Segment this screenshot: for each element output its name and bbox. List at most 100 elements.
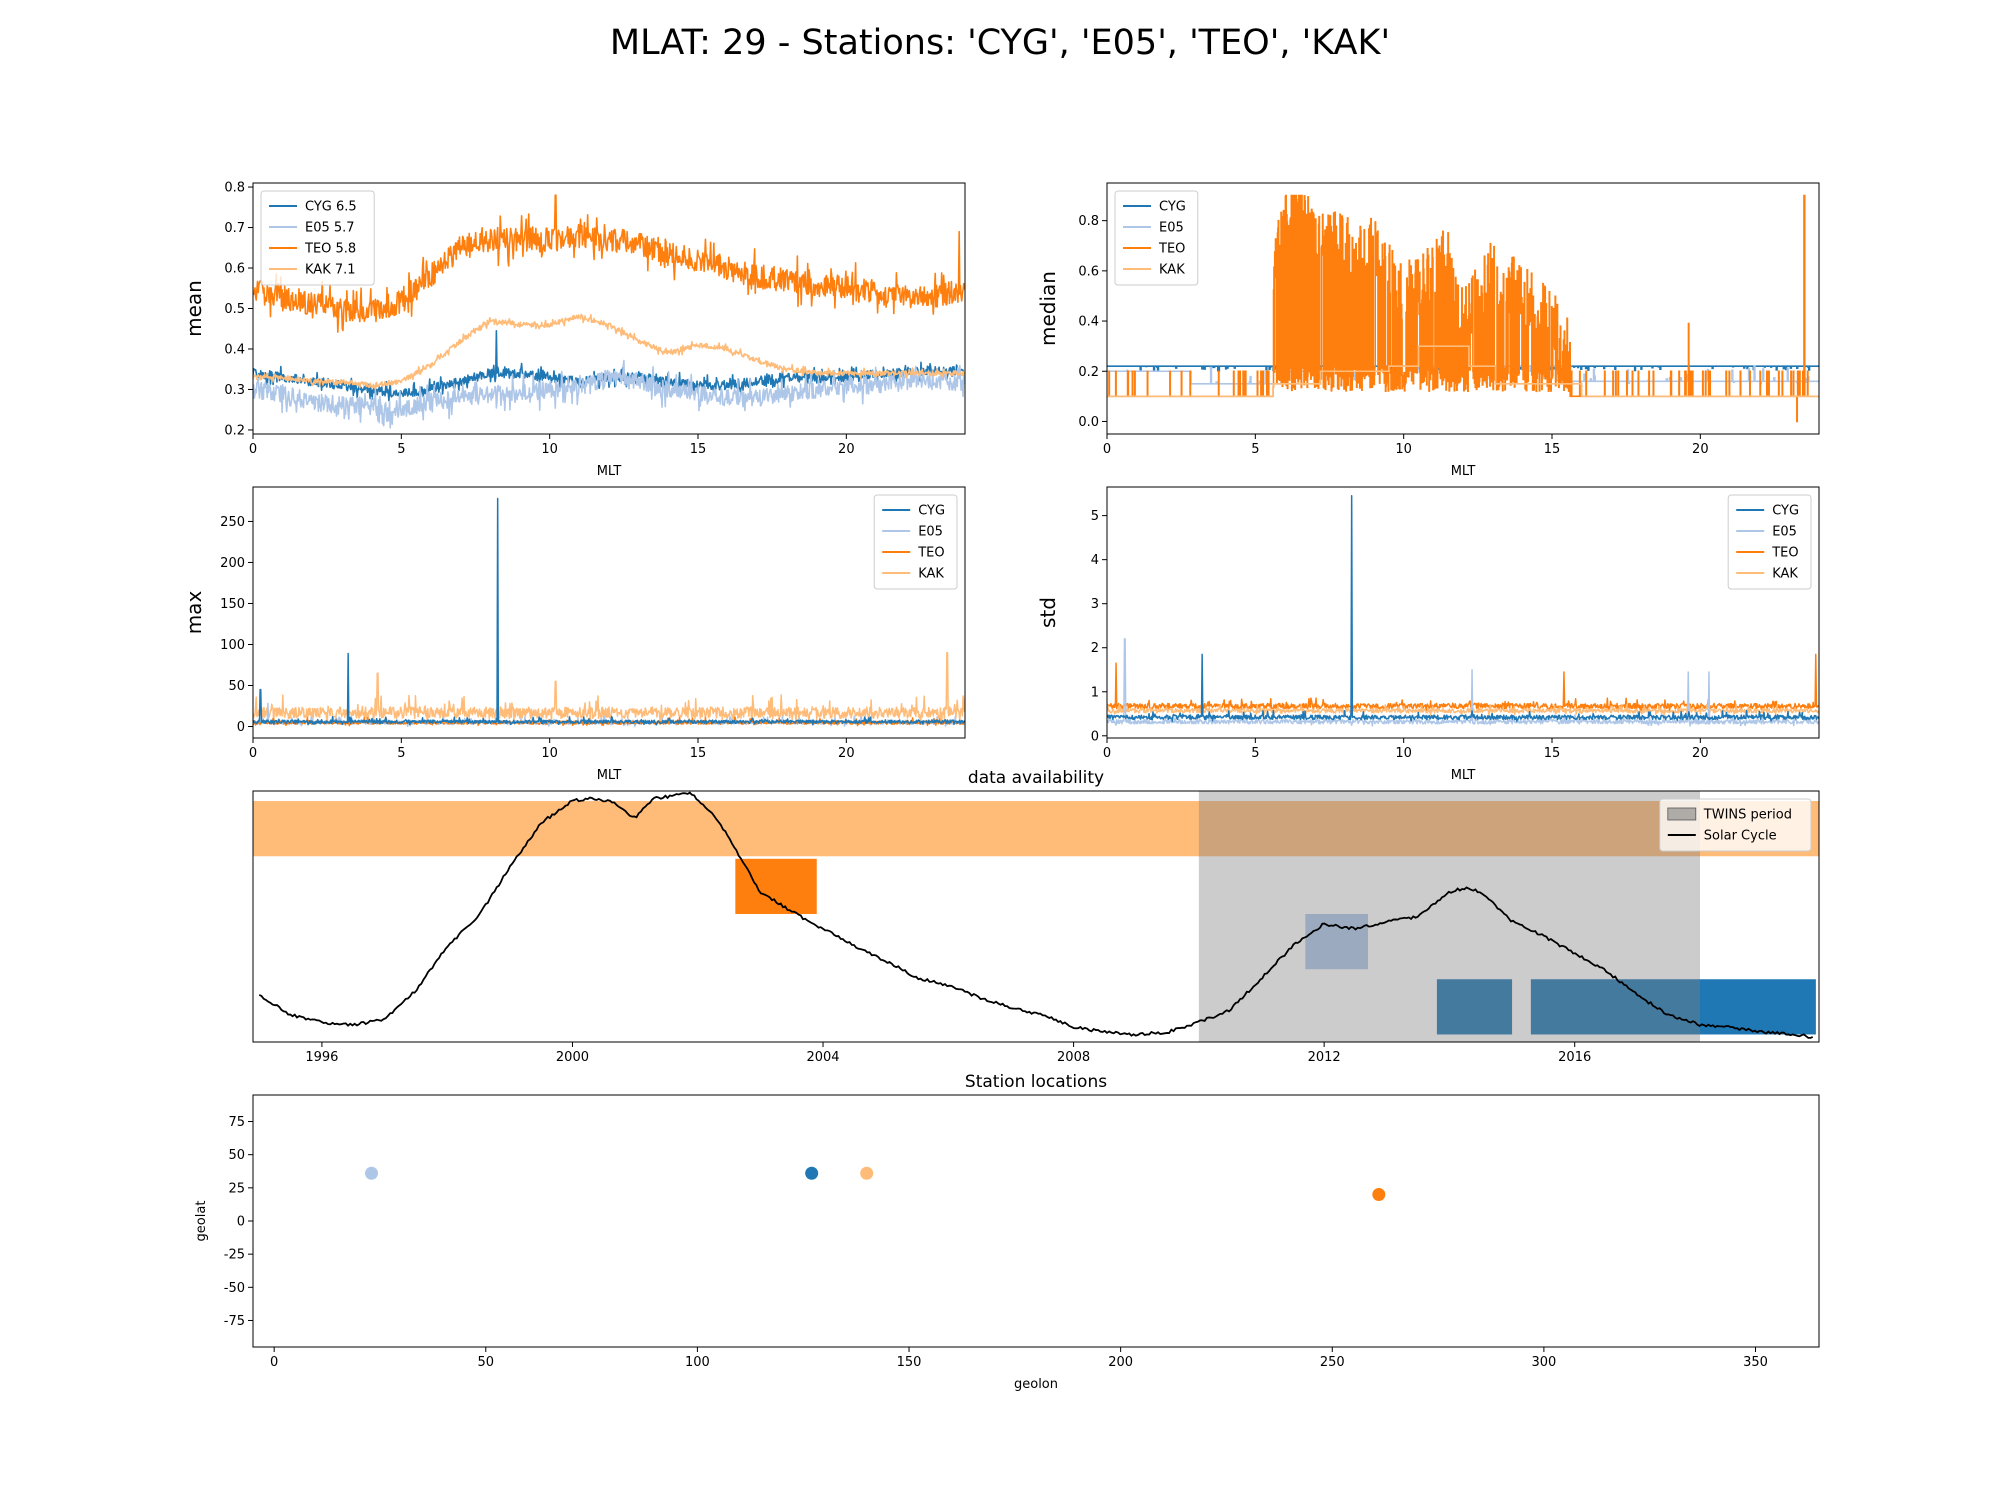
station-marker-E05 (365, 1166, 379, 1180)
plot-area-max (253, 497, 965, 728)
axes-frame (1106, 182, 1820, 435)
x-tick-label: 10 (541, 746, 558, 761)
x-axis-label: geolon (1014, 1377, 1058, 1392)
x-tick-label: 5 (1251, 746, 1259, 761)
x-tick-label: 0 (249, 442, 257, 457)
legend: CYG 6.5 E05 5.7 TEO 5.8 KAK 7.1 (260, 190, 375, 286)
availability-bar-CYG (1530, 979, 1816, 1035)
series-line-CYG (253, 497, 965, 726)
availability-bar-E05 (1305, 913, 1368, 970)
y-tick-label: 50 (228, 679, 245, 694)
x-tick-label: 10 (541, 442, 558, 457)
x-tick-label: 150 (897, 1355, 922, 1370)
x-tick-label: 20 (1692, 442, 1709, 457)
axes-frame (252, 182, 966, 435)
y-tick-label: 100 (220, 638, 245, 653)
x-tick-label: 15 (690, 746, 707, 761)
legend-label-TEO: TEO (917, 546, 944, 561)
legend-label-KAK: KAK 7.1 (305, 263, 356, 278)
twins-period-band (1198, 791, 1700, 1042)
legend-label-KAK: KAK (918, 567, 944, 582)
legend: CYG E05 TEO KAK (1114, 190, 1199, 286)
y-tick-label: 0.4 (224, 342, 245, 357)
x-tick-label: 300 (1531, 1355, 1556, 1370)
y-tick-label: 250 (220, 515, 245, 530)
legend-box (873, 494, 958, 590)
y-tick-label: 3 (1091, 597, 1099, 612)
y-tick-label: 1 (1091, 685, 1099, 700)
x-axis-label: MLT (1451, 464, 1476, 479)
legend-label-TEO: TEO (1158, 242, 1185, 257)
x-tick-label: 2016 (1558, 1050, 1591, 1065)
legend-label-CYG: CYG (1159, 200, 1186, 215)
figure-title: MLAT: 29 - Stations: 'CYG', 'E05', 'TEO'… (610, 23, 1390, 63)
series-line-CYG (253, 329, 965, 402)
y-tick-label: 0.2 (224, 423, 245, 438)
y-tick-label: 0.0 (1078, 415, 1099, 430)
plot-area-locations (365, 1166, 1386, 1201)
x-tick-label: 100 (685, 1355, 710, 1370)
x-tick-label: 10 (1395, 442, 1412, 457)
x-tick-label: 5 (397, 746, 405, 761)
legend-label-twins: TWINS period (1703, 808, 1792, 823)
legend-box (260, 190, 375, 286)
station-marker-KAK (860, 1166, 874, 1180)
axes-frame (1106, 486, 1820, 739)
y-tick-label: 0.7 (224, 221, 245, 236)
y-axis-label: std (1036, 597, 1060, 628)
legend-box (1114, 190, 1199, 286)
x-tick-label: 20 (838, 442, 855, 457)
legend-swatch-twins (1667, 807, 1697, 821)
y-tick-label: 4 (1091, 553, 1099, 568)
legend-label-E05: E05 (918, 525, 943, 540)
legend-label-solar: Solar Cycle (1704, 829, 1777, 844)
x-tick-label: 5 (1251, 442, 1259, 457)
legend-label-CYG: CYG 6.5 (305, 200, 357, 215)
station-marker-TEO (1372, 1187, 1386, 1201)
x-tick-label: 15 (1544, 442, 1561, 457)
x-tick-label: 20 (838, 746, 855, 761)
y-tick-label: 0 (237, 720, 245, 735)
panel-locations: 0 50 100 150 200 250 300 3507550250-25-50-75geo… (194, 1072, 1820, 1392)
x-tick-label: 5 (397, 442, 405, 457)
legend-label-CYG: CYG (918, 504, 945, 519)
y-tick-label: 0.8 (224, 181, 245, 196)
station-marker-CYG (805, 1166, 819, 1180)
x-tick-label: 200 (1108, 1355, 1133, 1370)
plot-area-std (1107, 495, 1819, 727)
y-tick-label: 5 (1091, 509, 1099, 524)
x-tick-label: 2008 (1057, 1050, 1090, 1065)
x-tick-label: 2012 (1308, 1050, 1341, 1065)
x-tick-label: 0 (249, 746, 257, 761)
y-axis-label: median (1036, 271, 1060, 346)
series-line-TEO (253, 194, 965, 333)
y-axis-label: max (182, 591, 206, 635)
panel-mean: 0 5 10 15 20 0.2 0.3 0.4 0.5 0.6 0.7 0.8 MLT mean CYG … (182, 181, 966, 479)
x-tick-label: 350 (1743, 1355, 1768, 1370)
y-tick-label: 0 (237, 1215, 245, 1230)
y-tick-label: 50 (228, 1148, 245, 1163)
y-tick-label: 0.5 (224, 302, 245, 317)
panel-median: 0 5 10 15 20 0.0 0.2 0.4 0.6 0.8 MLT median CYG E05 TE… (1036, 182, 1820, 479)
series-line-TEO (1107, 653, 1819, 712)
legend-box (1659, 798, 1812, 852)
series-line-KAK (1107, 703, 1819, 716)
x-tick-label: 20 (1692, 746, 1709, 761)
legend-label-KAK: KAK (1159, 263, 1185, 278)
panels-group: 0 5 10 15 200.20.30.40.50.60.70.8MLTmeanCYG … (182, 181, 1820, 1392)
y-tick-label: 25 (228, 1181, 245, 1196)
x-tick-label: 2004 (806, 1050, 839, 1065)
legend: TWINS period Solar Cycle (1659, 798, 1812, 852)
legend-label-E05: E05 5.7 (305, 221, 355, 236)
availability-bar-KAK (253, 801, 1819, 857)
x-tick-label: 50 (478, 1355, 495, 1370)
legend-label-TEO: TEO (1771, 546, 1798, 561)
series-line-E05 (1107, 638, 1819, 727)
x-tick-label: 10 (1395, 746, 1412, 761)
legend-label-TEO: TEO 5.8 (304, 242, 356, 257)
y-tick-label: 2 (1091, 641, 1099, 656)
x-tick-label: 2000 (556, 1050, 589, 1065)
plot-area-availability (253, 791, 1819, 1042)
y-tick-label: -25 (224, 1248, 245, 1263)
